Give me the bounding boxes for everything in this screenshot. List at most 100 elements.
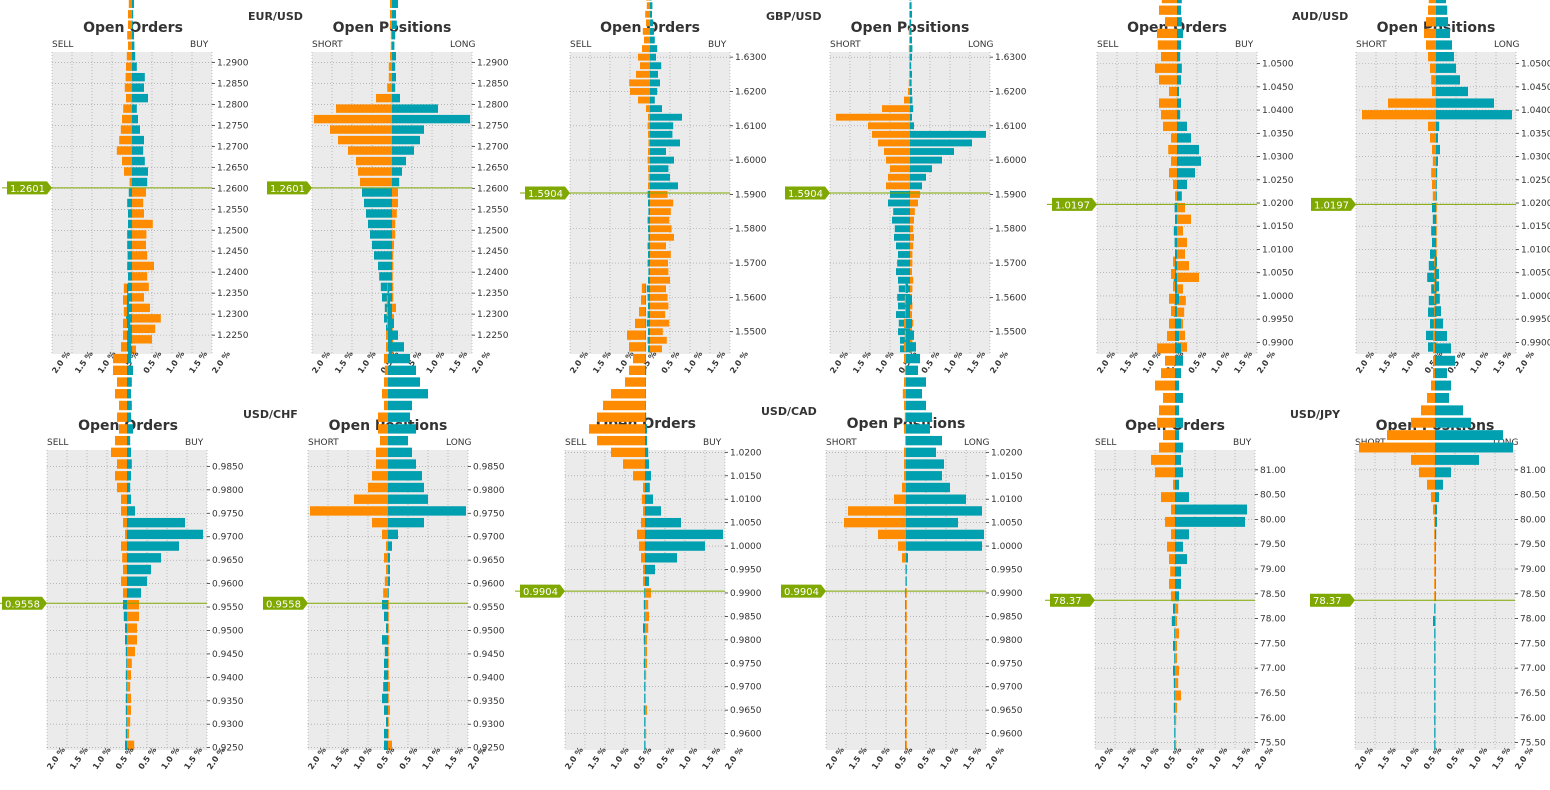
- long-bar: [910, 259, 913, 267]
- y-tick-label: 0.9900: [991, 589, 1023, 599]
- short-bar: [356, 156, 392, 166]
- short-bar: [1434, 516, 1435, 527]
- buy-bar: [1177, 133, 1191, 143]
- long-bar: [1435, 293, 1440, 304]
- long-bar: [1436, 249, 1437, 259]
- long-bar: [906, 564, 907, 575]
- buy-bar: [650, 2, 653, 10]
- short-bar: [905, 693, 906, 704]
- sell-bar: [1163, 121, 1177, 131]
- y-tick-label: 0.9450: [212, 650, 244, 660]
- sell-bar: [641, 295, 645, 305]
- y-tick-label: 79.00: [1260, 565, 1286, 575]
- short-bar: [886, 182, 910, 190]
- sell-bar: [1159, 442, 1175, 453]
- positions-title-audusd: Open Positions: [1376, 20, 1496, 36]
- y-tick-label: 0.9450: [473, 650, 505, 660]
- sell-bar: [115, 435, 127, 446]
- short-bar: [1434, 665, 1435, 676]
- y-tick-label: 81.00: [1520, 466, 1546, 476]
- long-bar: [392, 251, 394, 260]
- sell-bar: [1161, 492, 1175, 503]
- y-tick-label: 0.9300: [473, 720, 505, 730]
- buy-bar: [1177, 272, 1199, 282]
- sell-bar: [119, 135, 132, 145]
- long-bar: [388, 447, 412, 458]
- sell-label-eurusd: SELL: [52, 40, 74, 50]
- short-bar: [905, 717, 906, 727]
- y-tick-label: 1.0350: [1262, 129, 1294, 139]
- short-bar: [904, 365, 906, 375]
- short-bar: [376, 93, 392, 103]
- sell-bar: [119, 424, 127, 434]
- long-bar: [1435, 504, 1437, 515]
- long-bar: [1435, 479, 1443, 490]
- buy-bar: [132, 146, 144, 155]
- buy-bar: [132, 93, 148, 103]
- y-tick-label: 1.5500: [735, 328, 767, 338]
- buy-label-gbpusd: BUY: [708, 40, 727, 50]
- buy-bar: [650, 130, 673, 138]
- long-bar: [906, 447, 936, 458]
- y-tick-label: 0.9900: [1262, 338, 1294, 348]
- buy-bar: [132, 293, 144, 302]
- buy-bar: [127, 283, 129, 293]
- sell-bar: [1175, 249, 1177, 259]
- x-tick-label: 2.0 %: [988, 350, 1010, 376]
- buy-bar: [1175, 529, 1189, 540]
- long-bar: [392, 0, 398, 8]
- sell-bar: [648, 139, 650, 147]
- current-price-tag: [781, 584, 826, 598]
- sell-bar: [125, 670, 127, 680]
- sell-bar: [643, 705, 645, 715]
- current-price-label: 0.9904: [523, 587, 558, 598]
- short-bar: [1434, 690, 1435, 701]
- y-tick-label: 1.5700: [995, 259, 1027, 269]
- short-bar: [372, 471, 388, 481]
- buy-bar: [1175, 616, 1177, 627]
- long-bar: [392, 272, 393, 281]
- sell-bar: [119, 400, 127, 411]
- sell-bar: [644, 682, 645, 692]
- buy-bar: [132, 156, 145, 166]
- long-bar: [388, 529, 398, 540]
- current-price-tag: [785, 186, 830, 200]
- short-bar: [378, 424, 388, 434]
- short-bar: [1387, 430, 1435, 441]
- sell-bar: [1159, 75, 1177, 85]
- sell-bar: [1174, 628, 1175, 639]
- buy-bar: [650, 173, 670, 181]
- long-bar: [388, 412, 410, 422]
- sell-bar: [648, 148, 650, 155]
- sell-bar: [629, 365, 645, 375]
- buy-bar: [132, 104, 137, 113]
- long-bar: [1435, 492, 1439, 503]
- long-bar: [906, 412, 932, 422]
- short-bar: [905, 635, 906, 645]
- long-bar: [392, 314, 394, 323]
- current-price-label: 1.2601: [10, 184, 45, 195]
- x-tick-label: 2.0 %: [210, 350, 232, 376]
- long-bar: [388, 564, 390, 575]
- long-bar: [1435, 306, 1441, 317]
- short-bar: [1431, 75, 1436, 85]
- buy-bar: [645, 600, 649, 610]
- buy-bar: [1175, 653, 1177, 664]
- long-bar: [906, 482, 950, 493]
- long-bar: [1436, 63, 1456, 73]
- long-bar: [1436, 40, 1452, 50]
- long-bar: [910, 62, 912, 70]
- buy-bar: [650, 268, 669, 276]
- long-bar: [388, 693, 389, 704]
- short-bar: [905, 728, 906, 739]
- short-bar: [905, 576, 906, 586]
- y-tick-label: 0.9650: [212, 556, 244, 566]
- sell-label-gbpusd: SELL: [570, 40, 592, 50]
- y-tick-label: 0.9350: [473, 697, 505, 707]
- short-bar: [894, 494, 906, 504]
- long-bar: [388, 435, 408, 446]
- orders-chart-usdcad: 1.0200 1.0150 1.0100 1.0050 1.0000 0.9950 0.99…: [515, 283, 762, 771]
- y-tick-label: 81.00: [1260, 466, 1286, 476]
- sell-bar: [1169, 168, 1177, 178]
- buy-bar: [645, 365, 647, 375]
